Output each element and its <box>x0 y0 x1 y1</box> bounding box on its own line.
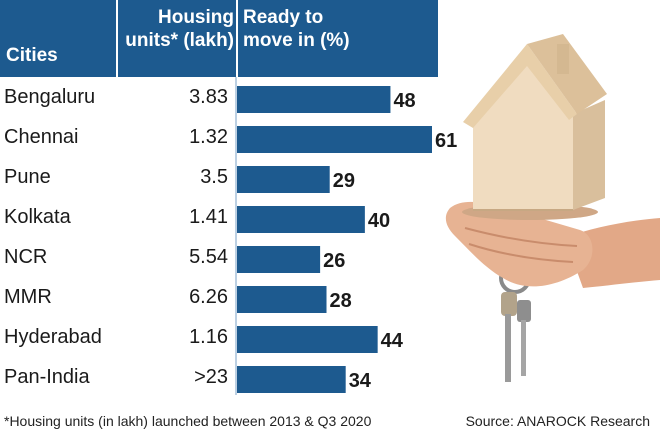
bar-value-label: 44 <box>381 330 404 352</box>
city-name: Bengaluru <box>4 86 96 108</box>
header-housing-units: Housing units* (lakh) <box>116 6 240 52</box>
bar-kolkata <box>237 206 365 233</box>
bar-value-label: 40 <box>368 210 390 232</box>
footnote: *Housing units (in lakh) launched betwee… <box>4 413 372 429</box>
header-divider <box>116 0 118 77</box>
housing-units-value: 1.41 <box>189 206 228 228</box>
table-row: Bengaluru 3.83 <box>0 80 440 120</box>
housing-units-value: 6.26 <box>189 286 228 308</box>
header-cities: Cities <box>6 45 58 66</box>
header-divider <box>236 0 238 77</box>
header-units-line2: units* (lakh) <box>125 30 234 51</box>
table-row: Hyderabad 1.16 <box>0 320 440 360</box>
table-row: Pan-India >23 <box>0 360 440 400</box>
housing-units-value: 1.16 <box>189 326 228 348</box>
house-icon <box>463 34 607 211</box>
city-name: Kolkata <box>4 206 71 228</box>
house-key-hand-illustration <box>445 34 660 382</box>
housing-units-value: 3.83 <box>189 86 228 108</box>
bar-value-label: 28 <box>330 290 352 312</box>
city-name: Pune <box>4 166 51 188</box>
header-ready-to-move: Ready to move in (%) <box>243 6 433 52</box>
bar-value-label: 29 <box>333 170 355 192</box>
header-ready-line2: move in (%) <box>243 30 350 51</box>
table-row: MMR 6.26 <box>0 280 440 320</box>
source-credit: Source: ANAROCK Research <box>465 413 650 429</box>
bar-value-label: 26 <box>323 250 345 272</box>
housing-units-value: >23 <box>194 366 228 388</box>
header-units-line1: Housing <box>158 7 234 28</box>
bar-bengaluru <box>237 86 391 113</box>
bar-pan-india <box>237 366 346 393</box>
table-row: NCR 5.54 <box>0 240 440 280</box>
city-name: Pan-India <box>4 366 90 388</box>
bar-value-label: 48 <box>393 90 415 112</box>
table-row: Kolkata 1.41 <box>0 200 440 240</box>
city-name: MMR <box>4 286 52 308</box>
city-name: NCR <box>4 246 48 268</box>
city-name: Chennai <box>4 126 79 148</box>
table-row: Chennai 1.32 <box>0 120 440 160</box>
bar-mmr <box>237 286 327 313</box>
table-row: Pune 3.5 <box>0 160 440 200</box>
bar-hyderabad <box>237 326 378 353</box>
header-ready-line1: Ready to <box>243 7 324 28</box>
housing-units-value: 5.54 <box>189 246 228 268</box>
bar-axis-line <box>235 77 237 395</box>
bar-pune <box>237 166 330 193</box>
housing-units-value: 1.32 <box>189 126 228 148</box>
bar-chennai <box>237 126 432 153</box>
table-header: Cities Housing units* (lakh) Ready to mo… <box>0 0 438 77</box>
bar-value-label: 61 <box>435 130 457 152</box>
bar-value-label: 34 <box>349 370 372 392</box>
housing-units-value: 3.5 <box>200 166 228 188</box>
city-name: Hyderabad <box>4 326 102 348</box>
bar-ncr <box>237 246 321 273</box>
